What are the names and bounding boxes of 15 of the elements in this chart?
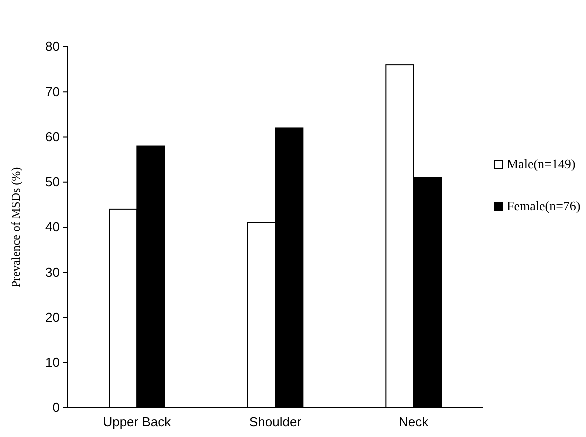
y-tick-label: 50 (46, 174, 60, 190)
x-tick-label: Neck (399, 414, 430, 430)
y-tick-label: 70 (46, 84, 60, 100)
y-tick-label: 10 (46, 355, 60, 370)
x-tick-label: Upper Back (103, 414, 172, 430)
x-tick-label: Shoulder (249, 414, 302, 430)
y-tick-label: 30 (46, 264, 60, 280)
y-tick-label: 20 (46, 310, 60, 325)
y-tick-label: 40 (46, 220, 60, 235)
y-tick-label: 80 (46, 39, 60, 54)
y-tick-label: 60 (46, 129, 60, 144)
y-tick-label: 0 (52, 400, 60, 416)
legend-label: Male(n=149) (507, 156, 576, 172)
y-axis-title: Prevalence of MSDs (%) (9, 167, 23, 288)
legend-label: Female(n=76) (507, 198, 581, 214)
